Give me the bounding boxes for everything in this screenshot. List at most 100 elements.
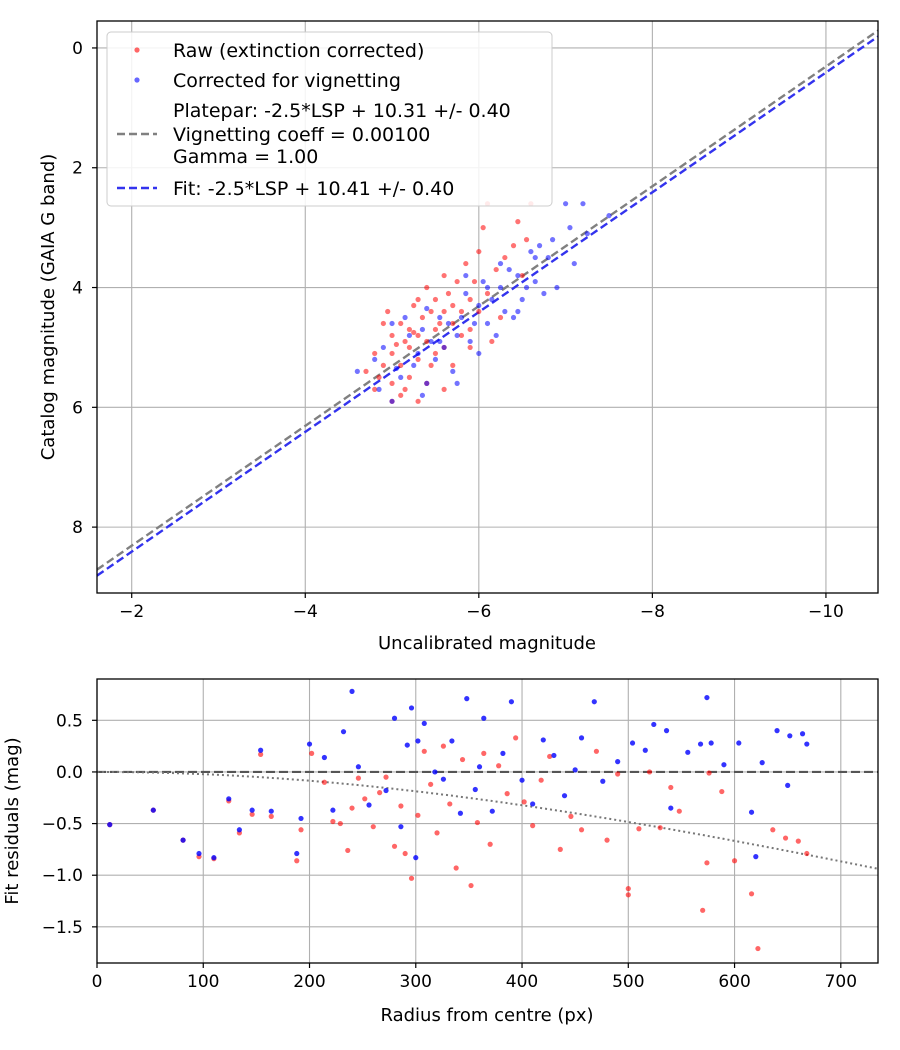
raw-point bbox=[398, 362, 404, 368]
raw-residual-point bbox=[349, 805, 355, 811]
corrected-residual-point bbox=[211, 855, 217, 861]
raw-residual-point bbox=[668, 784, 674, 791]
raw-point bbox=[493, 266, 499, 273]
corrected-residual-point bbox=[651, 721, 657, 728]
raw-point bbox=[476, 308, 482, 315]
corrected-point bbox=[419, 326, 426, 333]
raw-point bbox=[372, 350, 378, 357]
raw-point bbox=[441, 272, 447, 279]
corrected-point bbox=[406, 332, 412, 339]
bottom-y-tick-label: 0.5 bbox=[56, 711, 83, 731]
raw-point bbox=[402, 338, 408, 345]
corrected-point bbox=[506, 266, 512, 273]
bottom-x-tick-label: 200 bbox=[293, 972, 325, 992]
raw-residual-point bbox=[657, 825, 663, 831]
corrected-point bbox=[445, 320, 452, 327]
raw-residual-point bbox=[704, 860, 710, 866]
raw-residual-point bbox=[706, 770, 712, 776]
corrected-point bbox=[510, 314, 517, 321]
raw-point bbox=[441, 386, 447, 392]
raw-residual-point bbox=[355, 775, 361, 781]
corrected-residual-point bbox=[321, 754, 327, 761]
corrected-residual-point bbox=[704, 694, 710, 701]
raw-residual-point bbox=[496, 763, 502, 769]
corrected-residual-point bbox=[432, 769, 438, 775]
bottom-y-axis-label: Fit residuals (mag) bbox=[2, 737, 23, 904]
corrected-residual-point bbox=[306, 741, 313, 747]
raw-residual-point bbox=[604, 837, 610, 843]
corrected-point bbox=[471, 320, 478, 327]
raw-residual-point bbox=[268, 813, 274, 819]
corrected-point bbox=[489, 296, 495, 303]
top-scatter-points bbox=[354, 201, 612, 404]
raw-residual-point bbox=[383, 774, 389, 780]
fit-line bbox=[96, 35, 879, 577]
raw-point bbox=[411, 302, 417, 309]
corrected-residual-point bbox=[508, 699, 515, 705]
platepar-line bbox=[96, 29, 879, 571]
bottom-grid bbox=[96, 679, 878, 963]
corrected-residual-point bbox=[196, 850, 202, 857]
raw-point bbox=[428, 362, 434, 368]
corrected-residual-point bbox=[787, 733, 793, 739]
raw-point bbox=[380, 362, 386, 368]
corrected-point bbox=[415, 350, 421, 357]
bottom-reference-lines bbox=[96, 770, 879, 870]
raw-residual-point bbox=[782, 835, 789, 841]
corrected-residual-point bbox=[500, 750, 506, 756]
corrected-residual-point bbox=[268, 808, 274, 814]
corrected-residual-point bbox=[464, 696, 470, 702]
raw-point bbox=[441, 308, 447, 315]
bottom-x-tick-label: 100 bbox=[187, 972, 219, 992]
bottom-plot: 0 100 200 300 400 500 600 700 0.5 0.0 −0.5 −1.0 −1.5… bbox=[2, 678, 879, 1026]
corrected-point bbox=[545, 254, 551, 261]
raw-residual-point bbox=[408, 875, 415, 881]
corrected-point bbox=[484, 284, 491, 291]
raw-point bbox=[432, 296, 439, 303]
raw-residual-point bbox=[557, 846, 563, 853]
raw-point bbox=[450, 302, 456, 309]
raw-point bbox=[484, 290, 491, 297]
top-y-tick-label: 2 bbox=[72, 159, 83, 179]
corrected-point bbox=[441, 344, 447, 351]
raw-point bbox=[411, 329, 417, 336]
raw-residual-point bbox=[391, 843, 398, 849]
bottom-plot-frame bbox=[96, 678, 879, 964]
corrected-point bbox=[502, 308, 508, 315]
bottom-x-tick-label: 600 bbox=[718, 972, 750, 992]
raw-residual-point bbox=[249, 811, 255, 817]
raw-residual-point bbox=[770, 827, 776, 833]
raw-point bbox=[502, 254, 508, 261]
raw-residual-point bbox=[625, 892, 631, 898]
corrected-residual-point bbox=[404, 742, 410, 748]
raw-residual-point bbox=[487, 841, 493, 847]
raw-point bbox=[476, 248, 482, 255]
corrected-point bbox=[454, 332, 460, 339]
raw-residual-point bbox=[370, 824, 376, 830]
corrected-residual-point bbox=[561, 793, 568, 799]
corrected-residual-point bbox=[708, 740, 714, 746]
raw-residual-point bbox=[593, 748, 600, 754]
raw-point bbox=[415, 296, 421, 303]
corrected-residual-point bbox=[249, 807, 255, 813]
raw-residual-point bbox=[504, 791, 510, 797]
corrected-point bbox=[437, 314, 443, 321]
corrected-residual-point bbox=[349, 688, 355, 694]
top-y-tick-label: 4 bbox=[72, 279, 83, 299]
raw-residual-point bbox=[755, 945, 761, 952]
corrected-residual-point bbox=[530, 801, 536, 807]
bottom-y-tick-label: −1.5 bbox=[42, 918, 83, 938]
raw-point bbox=[406, 374, 412, 380]
corrected-residual-point bbox=[774, 728, 780, 734]
raw-residual-point bbox=[421, 748, 427, 754]
corrected-residual-point bbox=[753, 854, 759, 860]
corrected-point bbox=[402, 314, 408, 321]
corrected-point bbox=[380, 344, 386, 351]
raw-point bbox=[432, 326, 439, 333]
corrected-residual-point bbox=[107, 822, 113, 828]
raw-point bbox=[523, 237, 530, 243]
legend-corrected-label: Corrected for vignetting bbox=[173, 70, 401, 92]
corrected-point bbox=[463, 272, 469, 279]
raw-point bbox=[450, 320, 456, 327]
corrected-residual-point bbox=[663, 728, 670, 734]
